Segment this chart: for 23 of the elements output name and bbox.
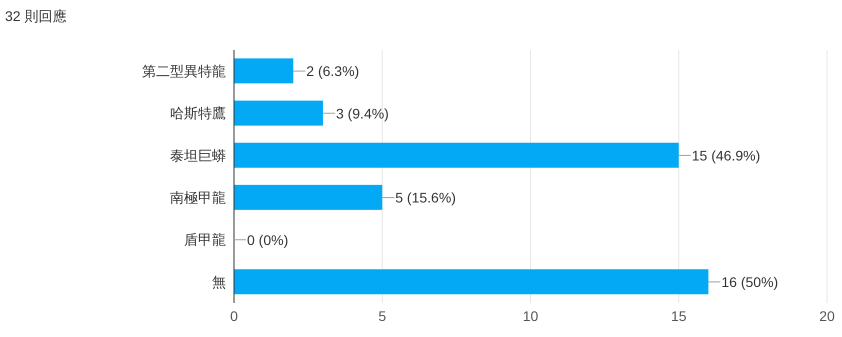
x-tick-label: 15 [670, 308, 687, 324]
bar [234, 269, 708, 294]
bar [234, 58, 294, 84]
data-label: 5 (15.6%) [395, 190, 456, 206]
y-tick-label: 無 [212, 274, 226, 290]
y-tick-label: 南極甲龍 [170, 190, 226, 206]
data-label: 0 (0%) [247, 232, 288, 248]
text: 32 則回應 [5, 8, 66, 26]
x-tick-label: 0 [230, 308, 238, 324]
x-tick-label: 10 [522, 308, 538, 324]
y-tick-label: 泰坦巨蟒 [170, 147, 226, 164]
data-label: 16 (50%) [721, 274, 778, 290]
bar [234, 100, 323, 126]
y-tick-label: 哈斯特鷹 [170, 105, 226, 122]
data-label: 15 (46.9%) [692, 147, 760, 164]
x-tick-label: 5 [378, 308, 386, 324]
x-tick-label: 20 [819, 308, 835, 324]
data-label: 2 (6.3%) [306, 63, 360, 80]
y-tick-label: 盾甲龍 [184, 232, 226, 248]
bar [234, 184, 382, 210]
bar [234, 142, 679, 168]
data-label: 3 (9.4%) [336, 105, 389, 122]
y-tick-label: 第二型異特龍 [142, 63, 226, 80]
